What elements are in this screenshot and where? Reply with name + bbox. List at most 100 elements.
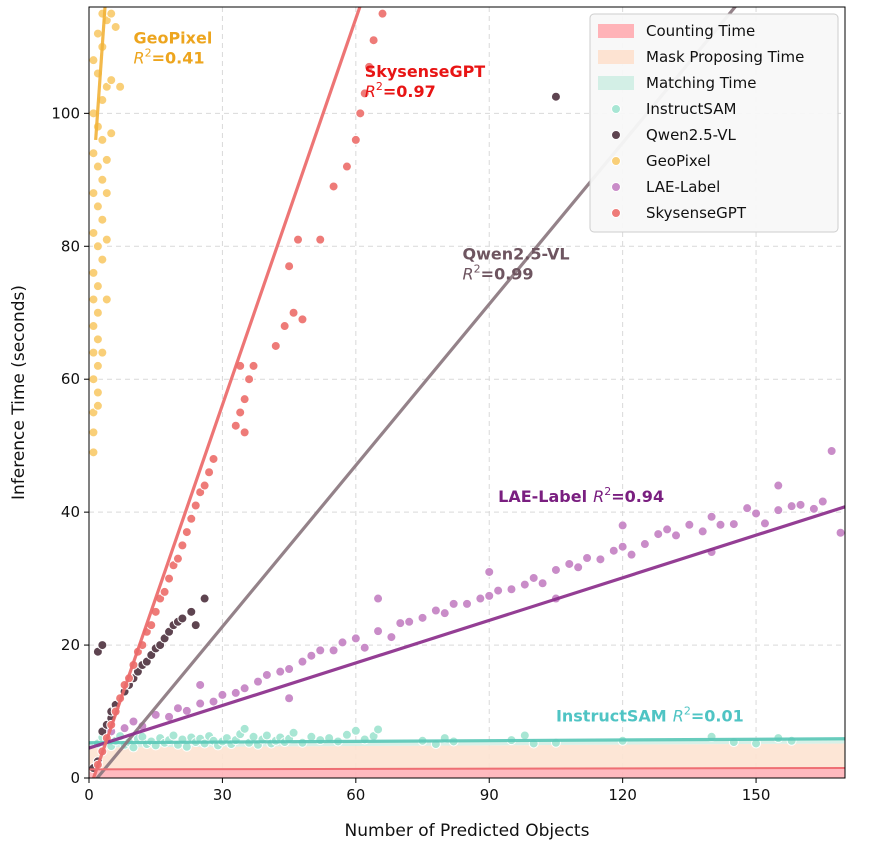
data-point [230, 687, 241, 698]
data-point [89, 188, 99, 199]
data-point [742, 503, 753, 514]
data-point [217, 689, 228, 700]
data-point [235, 407, 246, 418]
legend-box [589, 13, 839, 233]
data-point [199, 593, 210, 604]
data-point [817, 496, 828, 507]
data-point [475, 593, 486, 604]
data-point [128, 716, 139, 727]
data-point [284, 693, 295, 704]
data-point [519, 730, 530, 741]
data-point [773, 480, 784, 491]
data-point [448, 598, 459, 609]
data-point [653, 529, 664, 540]
plot-frame [88, 6, 846, 779]
legend-marker [611, 208, 621, 218]
data-point [315, 234, 326, 245]
data-point [128, 742, 139, 753]
data-point [697, 526, 708, 537]
data-point [159, 586, 170, 597]
data-point [293, 234, 304, 245]
data-point [230, 420, 241, 431]
fit-line-skysensegpt [91, 7, 362, 778]
data-point [315, 645, 326, 656]
fit-line-lae-label [89, 505, 845, 750]
data-point [195, 698, 206, 709]
data-point [92, 400, 103, 411]
data-point [506, 584, 517, 595]
data-point [92, 360, 103, 371]
data-point [92, 307, 103, 318]
data-point [97, 134, 108, 145]
y-tick-label: 20 [61, 636, 80, 654]
data-point [106, 8, 117, 19]
x-tick-label: 0 [84, 786, 94, 804]
data-point [89, 55, 99, 66]
data-point [337, 637, 348, 648]
legend-swatch [598, 24, 634, 38]
legend-label: Counting Time [646, 22, 755, 40]
data-point [190, 500, 201, 511]
data-point [728, 519, 739, 530]
data-point [350, 134, 361, 145]
data-point [89, 347, 99, 358]
area-mask-proposing-time [89, 743, 845, 770]
y-tick-label: 60 [61, 370, 80, 388]
fit-line-geopixel [94, 7, 107, 141]
legend-label: GeoPixel [646, 152, 711, 170]
data-point [350, 725, 361, 736]
legend-label: Qwen2.5-VL [646, 126, 736, 144]
data-point [519, 579, 530, 590]
data-point [773, 505, 784, 516]
data-point [89, 227, 99, 238]
annotation-lae-label: LAE-Label R2=0.94 [498, 485, 664, 506]
data-point [306, 650, 317, 661]
data-point [186, 606, 197, 617]
data-point [89, 267, 99, 278]
x-tick-label: 30 [213, 786, 232, 804]
data-point [417, 612, 428, 623]
data-point [786, 501, 797, 512]
stacked-areas [89, 738, 845, 778]
x-axis-label: Number of Predicted Objects [345, 821, 590, 841]
legend-swatch [598, 50, 634, 64]
data-point [92, 28, 103, 39]
data-point [377, 8, 388, 19]
data-point [89, 427, 99, 438]
data-point [373, 724, 384, 735]
y-tick-label: 100 [51, 104, 80, 122]
data-point [279, 321, 290, 332]
data-point [284, 261, 295, 272]
data-point [493, 585, 504, 596]
data-point [208, 696, 219, 707]
data-point [199, 480, 210, 491]
legend-label: LAE-Label [646, 178, 720, 196]
data-point [186, 513, 197, 524]
data-point [270, 340, 281, 351]
legend-label: Matching Time [646, 74, 756, 92]
data-point [564, 558, 575, 569]
data-point [261, 669, 272, 680]
legend-marker [611, 156, 621, 166]
data-point [181, 705, 192, 716]
data-point [462, 598, 472, 609]
data-point [248, 360, 259, 371]
data-point [168, 730, 179, 741]
data-point [106, 75, 117, 86]
data-point [101, 154, 112, 165]
data-point [795, 499, 806, 510]
annotation-skysensegpt: SkysenseGPT R2=0.97 [365, 62, 486, 101]
data-point [328, 645, 339, 656]
data-point [306, 731, 317, 742]
data-point [759, 518, 770, 529]
data-point [101, 294, 112, 305]
data-point [368, 35, 379, 46]
data-point [430, 605, 441, 616]
data-point [715, 519, 726, 530]
data-point [89, 321, 99, 332]
data-point [359, 88, 370, 99]
data-point [595, 554, 606, 565]
data-point [92, 201, 103, 212]
area-counting-time [89, 768, 845, 778]
data-point [208, 453, 219, 464]
